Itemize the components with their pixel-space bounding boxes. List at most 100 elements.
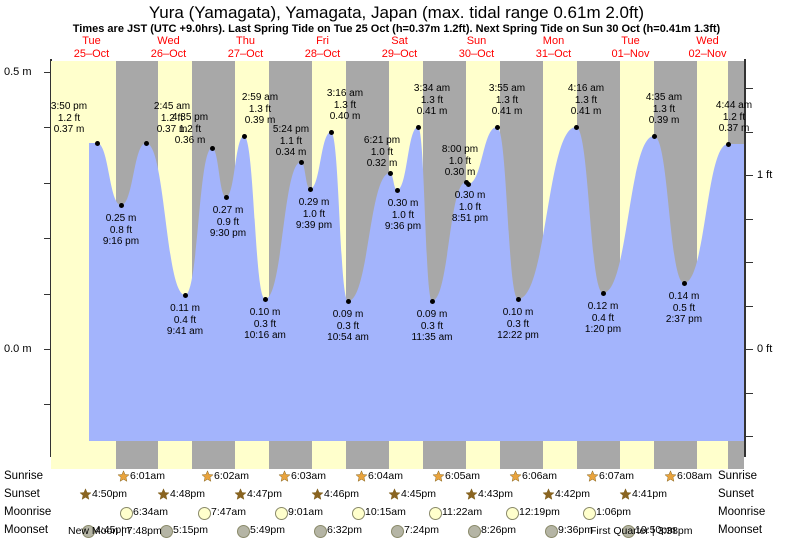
tide-point-dot — [416, 125, 421, 130]
y-tick-right — [746, 436, 753, 437]
y-tick-left — [44, 349, 51, 350]
moonset-time: 5:49pm — [250, 524, 286, 536]
tide-point-time: 2:59 am — [241, 92, 279, 103]
moonrise-icon — [275, 507, 288, 520]
moonset-icon — [391, 525, 404, 538]
y-tick-left — [44, 238, 51, 239]
tide-point-m: 0.37 m — [53, 124, 85, 135]
day-header-5: Sat 29–Oct — [355, 35, 445, 61]
tide-point-label-7: 2:59 am 1.3 ft 0.39 m — [218, 92, 302, 127]
astro-row-label-left-moonset: Moonset — [4, 524, 49, 536]
day-header-date: 28–Oct — [304, 48, 341, 60]
day-header-dow: Wed — [157, 35, 180, 47]
tide-point-time: 11:35 am — [411, 332, 453, 343]
strip-night-band-1 — [116, 455, 158, 469]
sunrise-star-icon — [432, 470, 445, 487]
tide-point-dot — [430, 299, 435, 304]
tide-point-m: 0.30 m — [454, 190, 486, 201]
day-header-date: 30–Oct — [458, 48, 495, 60]
tide-point-dot — [242, 134, 247, 139]
moonset-time: 9:36pm — [558, 524, 594, 536]
tide-point-time: 1:20 pm — [584, 324, 622, 335]
tide-point-time: 6:21 pm — [363, 135, 401, 146]
tide-point-time: 10:54 am — [327, 332, 369, 343]
tide-point-dot — [144, 141, 149, 146]
sunrise-time: 6:08am — [677, 470, 713, 482]
tide-point-time: 9:30 pm — [209, 228, 247, 239]
tide-point-dot — [466, 182, 471, 187]
tide-point-label-19: 3:55 am 1.3 ft 0.41 m — [465, 83, 549, 118]
tide-point-ft: 1.1 ft — [279, 135, 303, 147]
tide-point-ft: 0.3 ft — [336, 320, 360, 332]
moon-phase-note-1: New Moon | 7:48pm — [68, 525, 162, 537]
tide-point-label-9: 5:24 pm 1.1 ft 0.34 m — [249, 124, 333, 159]
tide-point-dot — [395, 188, 400, 193]
tide-point-m: 0.25 m — [105, 213, 137, 224]
tide-point-time: 12:22 pm — [497, 330, 539, 341]
day-header-date: 31–Oct — [535, 48, 572, 60]
tide-point-ft: 1.0 ft — [302, 208, 326, 220]
tide-point-dot — [308, 187, 313, 192]
astro-row-label-right-moonset: Moonset — [718, 524, 763, 536]
moonset-time: 6:32pm — [327, 524, 363, 536]
sunset-time: 4:41pm — [632, 488, 668, 500]
moonrise-time: 9:01am — [288, 506, 324, 518]
moonrise-time: 7:47am — [211, 506, 247, 518]
sunset-star-icon — [157, 488, 170, 505]
tide-point-ft: 0.4 ft — [591, 312, 615, 324]
tide-point-label-8: 0.10 m 0.3 ft 10:16 am — [223, 307, 307, 342]
strip-night-band-8 — [654, 455, 697, 469]
tide-point-m: 0.34 m — [275, 147, 307, 158]
tide-point-ft: 1.3 ft — [652, 103, 676, 115]
day-header-dow: Tue — [82, 35, 101, 47]
tide-point-ft: 1.3 ft — [333, 99, 357, 111]
sunrise-star-icon — [117, 470, 130, 487]
sunset-star-icon — [619, 488, 632, 505]
tide-point-label-5: 4:35 pm 1.2 ft 0.36 m — [148, 112, 232, 147]
tide-point-ft: 0.3 ft — [506, 318, 530, 330]
page-title: Yura (Yamagata), Yamagata, Japan (max. t… — [148, 3, 645, 22]
sunset-time: 4:45pm — [401, 488, 437, 500]
sunset-time: 4:43pm — [478, 488, 514, 500]
tide-point-time: 4:35 am — [645, 92, 683, 103]
sunrise-time: 6:03am — [291, 470, 327, 482]
tide-point-ft: 1.0 ft — [448, 155, 472, 167]
sunset-star-icon — [465, 488, 478, 505]
tide-point-label-23: 4:35 am 1.3 ft 0.39 m — [622, 92, 706, 127]
tide-point-dot — [210, 146, 215, 151]
day-header-date: 29–Oct — [381, 48, 418, 60]
tide-point-label-10: 0.29 m 1.0 ft 9:39 pm — [272, 197, 356, 232]
y-tick-left — [44, 183, 51, 184]
tide-point-label-3: 2:45 am 1.2 ft 0.37 m — [130, 101, 214, 136]
tide-point-label-16: 0.09 m 0.3 ft 11:35 am — [390, 309, 474, 344]
moonrise-icon — [429, 507, 442, 520]
tide-point-time: 3:16 am — [326, 88, 364, 99]
tide-point-ft: 1.2 ft — [57, 112, 81, 124]
tide-point-dot — [726, 142, 731, 147]
y-tick-right — [746, 88, 753, 89]
tide-point-ft: 1.3 ft — [574, 94, 598, 106]
tide-point-label-15: 3:34 am 1.3 ft 0.41 m — [390, 83, 474, 118]
moonrise-time: 6:34am — [133, 506, 169, 518]
tide-point-m: 0.27 m — [212, 205, 244, 216]
moonset-time: 7:24pm — [404, 524, 440, 536]
tide-point-time: 4:16 am — [567, 83, 605, 94]
day-header-date: 25–Oct — [73, 48, 110, 60]
sunrise-star-icon — [509, 470, 522, 487]
tide-point-label-20: 0.10 m 0.3 ft 12:22 pm — [476, 307, 560, 342]
tide-point-dot — [516, 297, 521, 302]
moonrise-icon — [198, 507, 211, 520]
tide-point-ft: 1.2 ft — [722, 111, 746, 123]
sunset-time: 4:50pm — [92, 488, 128, 500]
moonrise-time: 12:19pm — [519, 506, 560, 518]
y-tick-left — [44, 294, 51, 295]
tide-point-time: 9:36 pm — [384, 221, 422, 232]
sun-moon-table: Sunrise Sunrise Sunset Sunset Moonrise Moonri… — [0, 457, 793, 539]
y-tick-right — [746, 306, 753, 307]
day-header-date: 27–Oct — [227, 48, 264, 60]
strip-night-band-9 — [728, 455, 744, 469]
tide-point-ft: 1.3 ft — [495, 94, 519, 106]
tide-point-time: 3:34 am — [413, 83, 451, 94]
y-axis-right-label-1: 0 ft — [757, 343, 773, 355]
sunrise-time: 6:02am — [214, 470, 250, 482]
